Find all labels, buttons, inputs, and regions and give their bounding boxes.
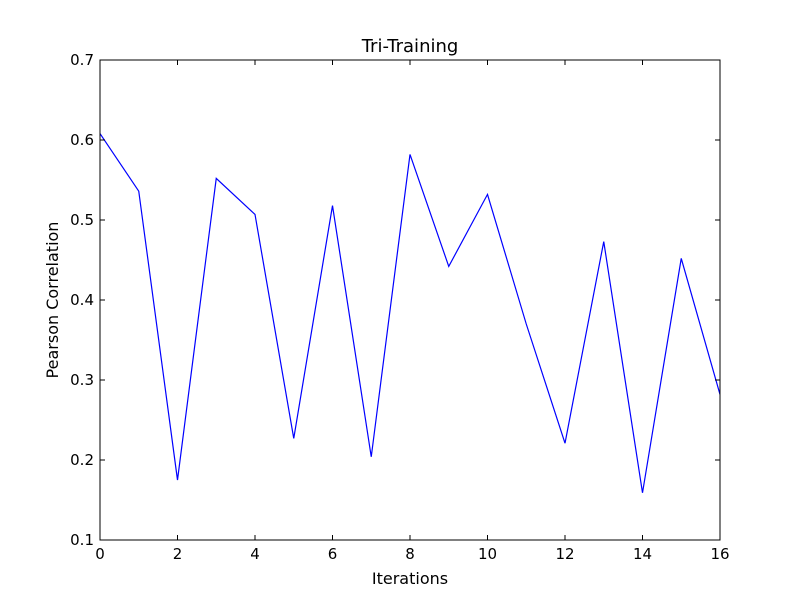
x-tick-label: 4 xyxy=(250,545,260,563)
x-tick-label: 12 xyxy=(555,545,574,563)
y-tick-label: 0.7 xyxy=(70,51,94,69)
chart-title: Tri-Training xyxy=(361,36,459,57)
y-tick-label: 0.4 xyxy=(70,291,94,309)
x-tick-label: 16 xyxy=(710,545,729,563)
series-line-0 xyxy=(99,133,721,493)
x-tick-label: 10 xyxy=(478,545,497,563)
y-tick-label: 0.1 xyxy=(70,531,94,549)
x-tick-label: 8 xyxy=(405,545,415,563)
y-tick-label: 0.5 xyxy=(70,211,94,229)
x-tick-label: 0 xyxy=(95,545,105,563)
plot-frame xyxy=(99,59,721,541)
x-tick-label: 14 xyxy=(633,545,652,563)
y-tick-label: 0.3 xyxy=(70,371,94,389)
x-axis-label: Iterations xyxy=(372,569,448,588)
y-axis-label: Pearson Correlation xyxy=(43,222,62,379)
y-tick-label: 0.6 xyxy=(70,131,94,149)
x-tick-label: 2 xyxy=(173,545,183,563)
y-tick-label: 0.2 xyxy=(70,451,94,469)
x-tick-label: 6 xyxy=(328,545,338,563)
plot-area: 0 2 4 6 8 10 12 14 16 0.1 0.2 0.3 0.4 0.5 0.6 0.7 xyxy=(70,51,729,563)
